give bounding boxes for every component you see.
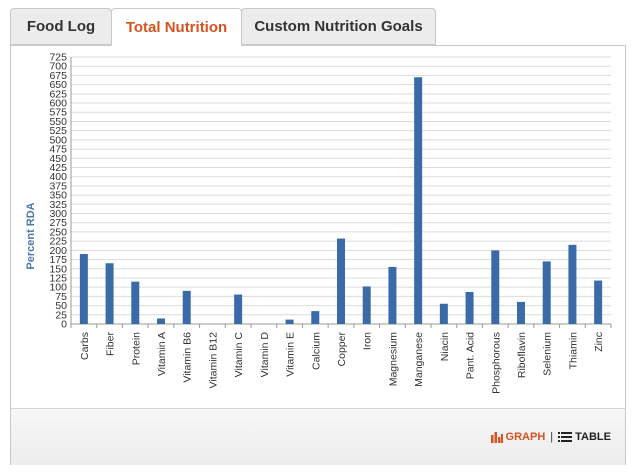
bar-magnesium[interactable] (388, 266, 397, 324)
x-tick-label: Vitamin A (156, 332, 168, 376)
y-tick-label: 325 (49, 199, 67, 211)
x-tick-label: Vitamin C (233, 332, 245, 378)
x-tick-label: Vitamin D (259, 332, 271, 378)
bar-protein[interactable] (131, 281, 140, 324)
x-tick-label: Manganese (413, 332, 425, 387)
x-tick-label: Phosphorous (490, 332, 502, 394)
x-tick-label: Thiamin (567, 332, 579, 370)
y-tick-label: 100 (49, 282, 67, 294)
y-tick-labels: 0255075100125150175200225250275300325350… (49, 52, 67, 331)
y-tick-label: 75 (55, 291, 67, 303)
y-tick-label: 625 (49, 88, 67, 100)
y-tick-label: 575 (49, 107, 67, 119)
bar-fiber[interactable] (105, 263, 114, 324)
bar-vitamin-b6[interactable] (182, 290, 191, 324)
x-tick-label: Magnesium (387, 332, 399, 387)
x-tick-label: Pant. Acid (465, 332, 477, 379)
y-tick-label: 25 (55, 309, 67, 321)
x-tick-label: Zinc (593, 332, 605, 352)
view-toggle: GRAPH | TABLE (490, 431, 611, 443)
bar-chart-icon (490, 431, 503, 443)
bar-vitamin-e[interactable] (285, 319, 294, 324)
bar-vitamin-a[interactable] (157, 318, 165, 324)
x-tick-label: Carbs (79, 332, 91, 360)
nutrition-panel: 0 25 50 75 100 125 150 175 200 225 250 275 300 325 350… (10, 45, 626, 465)
y-tick-label: 500 (49, 134, 67, 146)
bar-vitamin-c[interactable] (234, 294, 243, 324)
x-tick-label: Riboflavin (516, 332, 528, 378)
chart-area: 0 25 50 75 100 125 150 175 200 225 250 275 300 325 350… (11, 46, 625, 408)
x-tick-label: Vitamin B6 (182, 332, 194, 383)
x-tick-label: Calcium (310, 332, 322, 370)
bar-selenium[interactable] (542, 261, 551, 324)
y-tick-label: 250 (49, 226, 67, 238)
chart-footer: GRAPH | TABLE (11, 408, 625, 465)
bar-phosphorous[interactable] (491, 250, 500, 324)
graph-view-label: GRAPH (505, 431, 546, 443)
y-tick-label: 0 (61, 319, 67, 331)
tab-bar: Food Log Total Nutrition Custom Nutritio… (10, 8, 636, 46)
x-tick-label: Niacin (439, 332, 451, 361)
bar-riboflavin[interactable] (517, 301, 525, 324)
list-icon (558, 432, 573, 442)
bars (79, 77, 603, 324)
y-axis-label: Percent RDA (25, 202, 37, 269)
x-tick-label: Iron (362, 332, 374, 350)
tab-food-log[interactable]: Food Log (10, 8, 112, 45)
y-tick-label: 400 (49, 171, 67, 183)
x-tick-label: Protein (130, 332, 142, 365)
x-tick-labels: Carbs Fiber Protein Vitamin A Vitamin B6 Vita… (70, 324, 612, 394)
bar-carbs[interactable] (79, 254, 88, 324)
y-tick-label: 475 (49, 144, 67, 156)
bar-manganese[interactable] (414, 77, 423, 324)
y-tick-label: 650 (49, 79, 67, 91)
y-tick-label: 150 (49, 263, 67, 275)
table-view-button[interactable]: TABLE (558, 431, 611, 443)
y-tick-label: 350 (49, 190, 67, 202)
y-tick-label: 700 (49, 61, 67, 73)
y-tick-label: 725 (49, 52, 67, 64)
bar-calcium[interactable] (311, 311, 320, 324)
y-tick-label: 600 (49, 98, 67, 110)
y-tick-label: 550 (49, 116, 67, 128)
y-tick-label: 300 (49, 208, 67, 220)
gridlines (70, 56, 611, 325)
bar-thiamin[interactable] (568, 244, 577, 324)
x-tick-label: Vitamin E (285, 332, 297, 377)
bar-pant-acid[interactable] (465, 291, 474, 324)
percent-rda-bar-chart: 0255075100125150175200225250275300325350… (25, 52, 612, 394)
tab-total-nutrition[interactable]: Total Nutrition (111, 8, 242, 46)
y-tick-label: 425 (49, 162, 67, 174)
y-tick-label: 200 (49, 245, 67, 257)
graph-view-button[interactable]: GRAPH (490, 431, 546, 443)
y-tick-label: 375 (49, 180, 67, 192)
x-tick-label: Fiber (105, 332, 117, 356)
toggle-separator: | (550, 431, 554, 443)
y-tick-label: 125 (49, 272, 67, 284)
y-tick-label: 450 (49, 153, 67, 165)
bar-zinc[interactable] (594, 280, 603, 324)
y-tick-label: 175 (49, 254, 67, 266)
y-tick-label: 275 (49, 217, 67, 229)
y-tick-label: 675 (49, 70, 67, 82)
bar-copper[interactable] (337, 238, 345, 324)
y-tick-label: 225 (49, 236, 67, 248)
tab-custom-nutrition-goals[interactable]: Custom Nutrition Goals (241, 8, 436, 45)
x-tick-label: Vitamin B12 (207, 332, 219, 389)
y-tick-label: 525 (49, 125, 67, 137)
x-tick-label: Copper (336, 332, 348, 367)
table-view-label: TABLE (575, 431, 611, 443)
bar-iron[interactable] (362, 286, 371, 324)
y-tick-label: 50 (55, 300, 67, 312)
x-tick-label: Selenium (542, 332, 554, 376)
bar-niacin[interactable] (439, 303, 448, 324)
